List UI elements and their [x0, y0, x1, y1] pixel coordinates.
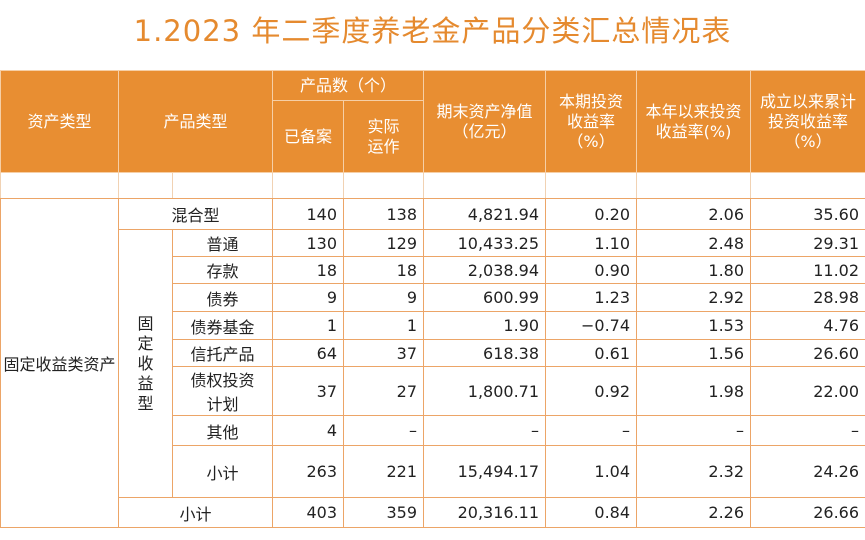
product-type-cell: 信托产品 [171, 339, 274, 367]
product-type-cell: 小计 [117, 497, 274, 528]
header-product-type: 产品类型 [117, 70, 274, 173]
fixed-income-group-label: 固定收益型 [137, 313, 154, 413]
table-row: 信托产品 64 37 618.38 0.61 1.56 26.60 [1, 339, 865, 367]
nav-cell: – [423, 415, 547, 446]
filed-cell: 140 [272, 198, 345, 230]
filed-cell: 403 [272, 497, 345, 528]
table-row: 债券基金 1 1 1.90 −0.74 1.53 4.76 [1, 311, 865, 340]
nav-cell: 1.90 [423, 311, 547, 340]
cum-cell: 26.66 [750, 497, 865, 528]
ytd-cell: – [636, 415, 752, 446]
cum-cell: 26.60 [750, 339, 865, 367]
operating-cell: 9 [343, 283, 425, 312]
ytd-cell: 2.26 [636, 497, 752, 528]
header-cumulative-return: 成立以来累计投资收益率（%） [750, 70, 865, 173]
period-cell: – [545, 415, 638, 446]
header-ytd-return: 本年以来投资收益率(%) [636, 70, 752, 173]
table-row: 固定收益型 普通 130 129 10,433.25 1.10 2.48 29.31 [1, 229, 865, 498]
header-operating: 实际运作 [343, 100, 425, 173]
header-product-count: 产品数（个） [272, 70, 425, 101]
cum-cell: 35.60 [750, 198, 865, 230]
nav-cell: 20,316.11 [423, 497, 547, 528]
product-type-cell: 存款 [171, 256, 274, 284]
filed-cell: 37 [272, 366, 345, 416]
operating-cell: 1 [343, 311, 425, 340]
table-row: 债权投资计划 37 27 1,800.71 0.92 1.98 22.00 [1, 366, 865, 416]
ytd-cell: 2.48 [636, 229, 752, 257]
product-type-cell: 债券 [171, 283, 274, 312]
nav-cell: 4,821.94 [423, 198, 547, 230]
nav-cell: 1,800.71 [423, 366, 547, 416]
period-cell: 1.10 [545, 229, 638, 257]
period-cell: 0.61 [545, 339, 638, 367]
operating-cell: 129 [343, 229, 425, 257]
operating-cell: 221 [343, 445, 425, 498]
cum-cell: 28.98 [750, 283, 865, 312]
period-cell: 0.92 [545, 366, 638, 416]
asset-type-cell: 固定收益类资产 [0, 198, 119, 528]
nav-cell: 15,494.17 [423, 445, 547, 498]
period-cell: 1.04 [545, 445, 638, 498]
header-period-return: 本期投资收益率（%） [545, 70, 638, 173]
header-filed: 已备案 [272, 100, 345, 173]
filed-cell: 130 [272, 229, 345, 257]
ytd-cell: 1.53 [636, 311, 752, 340]
page-title: 1.2023 年二季度养老金产品分类汇总情况表 [133, 14, 732, 48]
operating-cell: 138 [343, 198, 425, 230]
ytd-cell: 1.56 [636, 339, 752, 367]
period-cell: 0.84 [545, 497, 638, 528]
cum-cell: 11.02 [750, 256, 865, 284]
filed-cell: 64 [272, 339, 345, 367]
period-cell: −0.74 [545, 311, 638, 340]
table-row: 小计 403 359 20,316.11 0.84 2.26 26.66 [1, 497, 865, 528]
cum-cell: 24.26 [750, 445, 865, 498]
operating-cell: 37 [343, 339, 425, 367]
period-cell: 1.23 [545, 283, 638, 312]
nav-cell: 618.38 [423, 339, 547, 367]
period-cell: 0.90 [545, 256, 638, 284]
ytd-cell: 2.92 [636, 283, 752, 312]
pension-product-table: 资产类型 产品类型 产品数（个） 期末资产净值（亿元） 本期投资收益率（%） 本… [0, 70, 865, 528]
filed-cell: 9 [272, 283, 345, 312]
table-row: 存款 18 18 2,038.94 0.90 1.80 11.02 [1, 256, 865, 284]
table-row: 固定收益类资产 混合型 140 138 4,821.94 0.20 2.06 35.60 [0, 198, 865, 528]
nav-cell: 10,433.25 [423, 229, 547, 257]
nav-cell: 2,038.94 [423, 256, 547, 284]
product-type-cell: 普通 [171, 229, 274, 257]
cum-cell: 4.76 [750, 311, 865, 340]
ytd-cell: 1.80 [636, 256, 752, 284]
operating-cell: 359 [343, 497, 425, 528]
operating-cell: – [343, 415, 425, 446]
product-type-cell: 其他 [171, 415, 274, 446]
header-nav: 期末资产净值（亿元） [423, 70, 547, 173]
cum-cell: 29.31 [750, 229, 865, 257]
ytd-cell: 2.32 [636, 445, 752, 498]
period-cell: 0.20 [545, 198, 638, 230]
operating-cell: 27 [343, 366, 425, 416]
filed-cell: 4 [272, 415, 345, 446]
ytd-cell: 2.06 [636, 198, 752, 230]
filed-cell: 263 [272, 445, 345, 498]
filed-cell: 1 [272, 311, 345, 340]
product-type-cell: 债券基金 [171, 311, 274, 340]
filed-cell: 18 [272, 256, 345, 284]
header-asset-type: 资产类型 [0, 70, 119, 173]
product-type-cell: 混合型 [117, 198, 274, 230]
cum-cell: 22.00 [750, 366, 865, 416]
nav-cell: 600.99 [423, 283, 547, 312]
cum-cell: – [750, 415, 865, 446]
operating-cell: 18 [343, 256, 425, 284]
ytd-cell: 1.98 [636, 366, 752, 416]
product-type-cell: 债权投资计划 [171, 366, 274, 416]
product-type-cell: 小计 [171, 445, 274, 498]
